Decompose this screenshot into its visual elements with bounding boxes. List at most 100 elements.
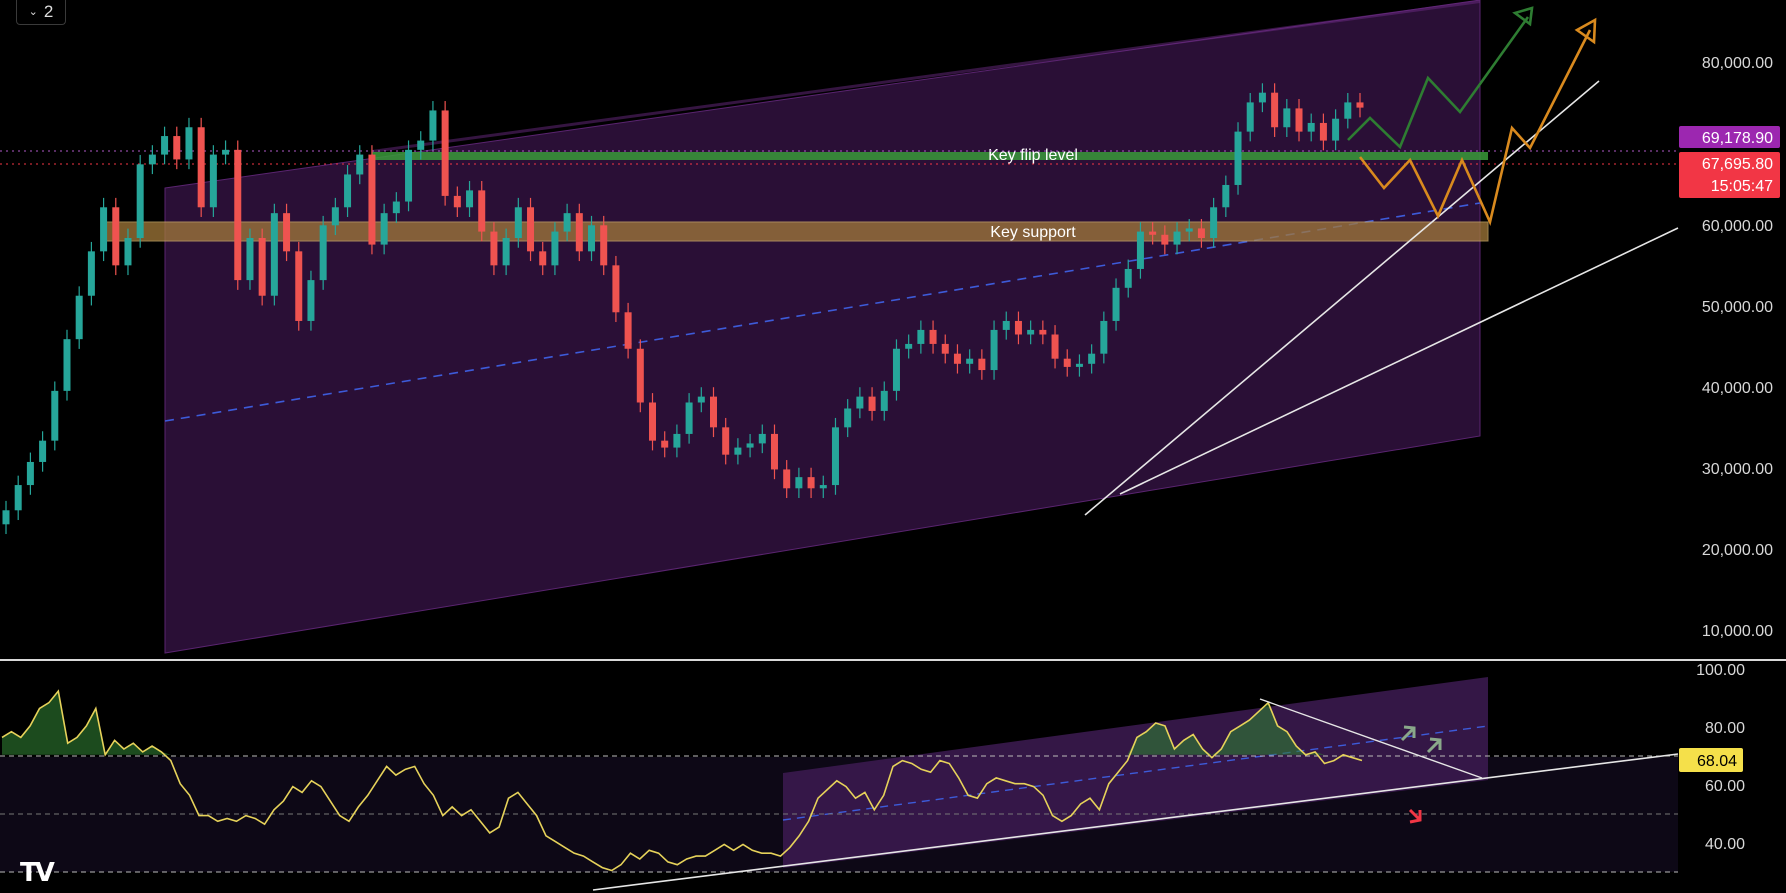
candle-body [844, 408, 852, 428]
layout-count: 2 [43, 2, 54, 21]
candle-body [173, 136, 181, 160]
rsi-tick-100: 100.00 [1696, 662, 1745, 679]
price-pane[interactable]: Key support Key flip level 80,000.00 60,… [0, 0, 1780, 654]
candle-body [1283, 108, 1291, 128]
candle-body [466, 190, 474, 208]
key-support-zone[interactable] [105, 221, 1489, 242]
candle-body [795, 477, 803, 489]
last-price-tag-text: 67,695.80 [1702, 156, 1773, 173]
candle-body [588, 225, 596, 252]
candle-body [136, 164, 144, 239]
rsi-resistance-trendline[interactable] [1259, 698, 1483, 779]
candle-body [1295, 108, 1303, 132]
alternate-projection-arrowhead [1574, 17, 1597, 45]
candle-body [649, 402, 657, 441]
price-tick-60000: 60,000.00 [1702, 218, 1773, 235]
candle-body [1246, 102, 1254, 132]
candle-body [1051, 334, 1059, 359]
candle-body [51, 390, 59, 441]
key-support-label: Key support [990, 224, 1076, 241]
candle-body [429, 110, 437, 141]
candle-body [636, 348, 644, 403]
candle-body [1319, 122, 1327, 141]
candle-body [1136, 231, 1144, 269]
candle-body [197, 127, 205, 208]
last-price-tag [1679, 152, 1780, 198]
rsi-pane[interactable]: 100.00 80.00 60.00 40.00 68.04 [0, 662, 1745, 891]
candle-body [575, 213, 583, 252]
candle-body [63, 339, 71, 391]
candle-body [722, 427, 730, 455]
candles-group [2, 83, 1364, 535]
candle-body [734, 447, 742, 455]
rsi-tick-80: 80.00 [1705, 720, 1745, 737]
candle-body [209, 154, 217, 208]
price-tick-10000: 10,000.00 [1702, 623, 1773, 640]
candle-body [1271, 92, 1279, 128]
candle-body [87, 251, 95, 296]
candle-body [1258, 92, 1266, 103]
candle-body [709, 396, 717, 428]
rsi-value-tag [1679, 748, 1743, 772]
candle-body [307, 280, 315, 321]
candle-body [368, 154, 376, 245]
rsi-support-trendline[interactable] [592, 753, 1679, 891]
rsi-line [1, 689, 1363, 872]
upper-price-tag [1679, 126, 1780, 148]
candle-body [26, 461, 34, 486]
candle-body [807, 477, 815, 489]
candle-body [1039, 329, 1047, 335]
candle-body [246, 238, 254, 281]
candle-body [978, 358, 986, 371]
candle-body [1063, 358, 1071, 367]
candle-body [1222, 184, 1230, 208]
candle-body [1075, 363, 1083, 367]
candle-body [697, 396, 705, 403]
bar-countdown: 15:05:47 [1711, 178, 1773, 195]
candle-body [270, 213, 278, 296]
candle-body [1112, 287, 1120, 321]
price-tick-20000: 20,000.00 [1702, 542, 1773, 559]
candle-body [295, 251, 303, 321]
candle-body [258, 238, 266, 296]
candle-body [770, 433, 778, 470]
key-flip-level-zone[interactable] [372, 152, 1488, 160]
candle-body [380, 213, 388, 245]
price-tick-30000: 30,000.00 [1702, 461, 1773, 478]
candle-body [892, 348, 900, 391]
tradingview-logo: TV [20, 858, 55, 888]
candle-body [758, 433, 766, 444]
candle-body [39, 440, 47, 462]
key-flip-level-label: Key flip level [988, 147, 1078, 164]
candle-body [1185, 228, 1193, 232]
chevron-down-icon: ⌄ [28, 5, 38, 18]
alternate-projection-path[interactable] [1358, 29, 1592, 227]
candle-body [1197, 228, 1205, 239]
candle-body [1100, 320, 1108, 354]
layout-toggle-button[interactable]: ⌄ 2 [16, 0, 66, 25]
candle-body [1149, 231, 1157, 235]
trendline-steep[interactable] [1084, 80, 1600, 516]
bullish-projection-path[interactable] [1347, 16, 1530, 150]
candle-body [1173, 231, 1181, 245]
candle-body [283, 213, 291, 252]
candle-body [161, 136, 169, 155]
candle-body [673, 433, 681, 448]
rsi-arrow-down [1408, 808, 1422, 824]
trendline-shallow[interactable] [1119, 227, 1679, 495]
candle-body [551, 231, 559, 266]
candle-body [124, 238, 132, 266]
rsi-tick-60: 60.00 [1705, 778, 1745, 795]
candle-body [917, 329, 925, 344]
candle-body [527, 207, 535, 252]
candle-body [100, 207, 108, 252]
candle-body [331, 207, 339, 226]
rsi-value-tag-text: 68.04 [1697, 753, 1737, 770]
candle-body [819, 485, 827, 489]
candle-body [490, 231, 498, 266]
rsi-channel-midline [782, 725, 1489, 821]
upper-price-tag-text: 69,178.90 [1702, 130, 1773, 147]
bullish-projection-arrowhead [1512, 6, 1534, 27]
candle-body [1027, 329, 1035, 335]
